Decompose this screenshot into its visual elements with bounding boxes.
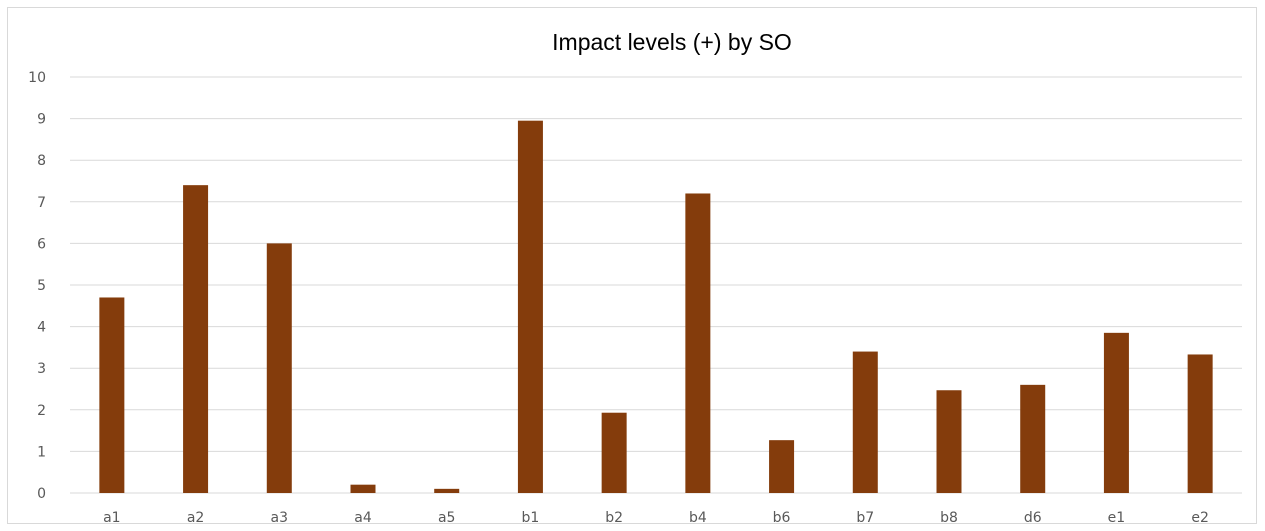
y-tick-label: 7	[37, 195, 46, 211]
x-tick-label-a4: a4	[354, 510, 372, 526]
bar-a1	[99, 297, 125, 493]
bar-b2	[601, 412, 627, 493]
bar-e2	[1187, 354, 1213, 493]
bar-a5	[434, 488, 460, 493]
x-tick-label-d6: d6	[1024, 510, 1042, 526]
bar-e1	[1103, 332, 1129, 493]
gridlines	[70, 76, 1242, 494]
y-tick-label: 3	[37, 361, 46, 377]
bar-b8	[936, 390, 962, 493]
y-tick-label: 9	[37, 112, 46, 128]
x-tick-label-b4: b4	[689, 510, 707, 526]
y-tick-label: 6	[37, 236, 46, 252]
y-tick-label: 4	[37, 320, 46, 336]
y-tick-label: 8	[37, 153, 46, 169]
x-tick-label-e1: e1	[1108, 510, 1126, 526]
bar-a2	[183, 185, 209, 493]
y-tick-label: 10	[28, 70, 46, 86]
bar-a4	[350, 484, 376, 493]
chart-title: Impact levels (+) by SO	[552, 29, 792, 55]
x-tick-label-b8: b8	[940, 510, 958, 526]
bar-b7	[852, 351, 878, 493]
x-tick-label-a1: a1	[103, 510, 121, 526]
x-tick-label-b6: b6	[773, 510, 791, 526]
x-axis-ticks: a1 a2 a3 a4 a5 b1 b2 b4 b6 b7 b8 d6 e1 e2	[103, 510, 1209, 526]
x-tick-label-a3: a3	[271, 510, 289, 526]
bar-b6	[769, 440, 795, 493]
y-tick-label: 2	[37, 403, 46, 419]
x-tick-label-b2: b2	[605, 510, 623, 526]
y-tick-label: 0	[37, 486, 46, 502]
bars	[99, 120, 1213, 494]
x-tick-label-b1: b1	[522, 510, 540, 526]
y-axis-ticks: 0 1 2 3 4 5 6 7 8 9 10	[28, 70, 46, 502]
y-tick-label: 5	[37, 278, 46, 294]
bar-d6	[1020, 384, 1046, 493]
bar-a3	[266, 243, 292, 493]
y-tick-label: 1	[37, 444, 46, 460]
chart-frame	[7, 7, 1257, 524]
x-tick-label-b7: b7	[856, 510, 874, 526]
bar-b4	[685, 193, 711, 494]
x-tick-label-a2: a2	[187, 510, 205, 526]
x-tick-label-e2: e2	[1191, 510, 1209, 526]
x-tick-label-a5: a5	[438, 510, 456, 526]
bar-b1	[517, 120, 543, 494]
